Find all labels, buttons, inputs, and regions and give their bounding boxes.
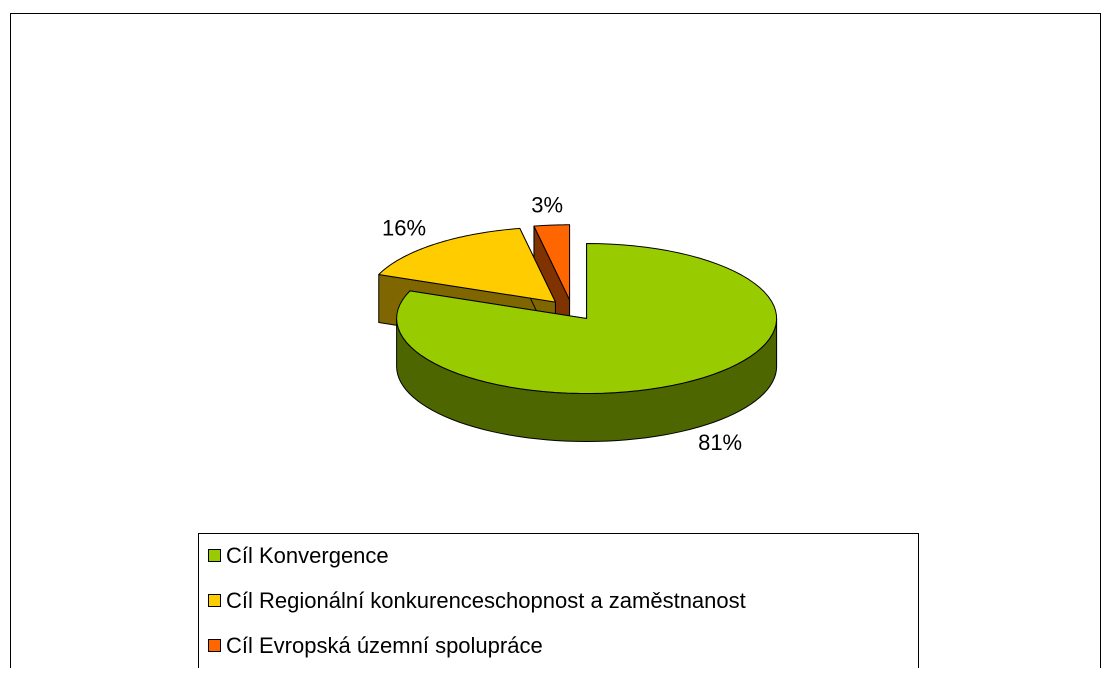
slice [378, 227, 556, 303]
legend-label: Cíl Evropská územní spolupráce [226, 633, 543, 658]
legend-swatch [208, 549, 221, 562]
legend-label: Cíl Konvergence [226, 543, 389, 568]
legend-swatch [208, 594, 221, 607]
legend-label: Cíl Regionální konkurenceschopnost a zam… [226, 588, 746, 613]
legend-swatch [208, 639, 221, 652]
data-label: 81% [698, 430, 742, 455]
data-label: 16% [382, 216, 426, 241]
slice [533, 224, 571, 301]
legend-box [198, 533, 919, 673]
slice [396, 242, 778, 394]
data-label: 3% [531, 192, 563, 217]
